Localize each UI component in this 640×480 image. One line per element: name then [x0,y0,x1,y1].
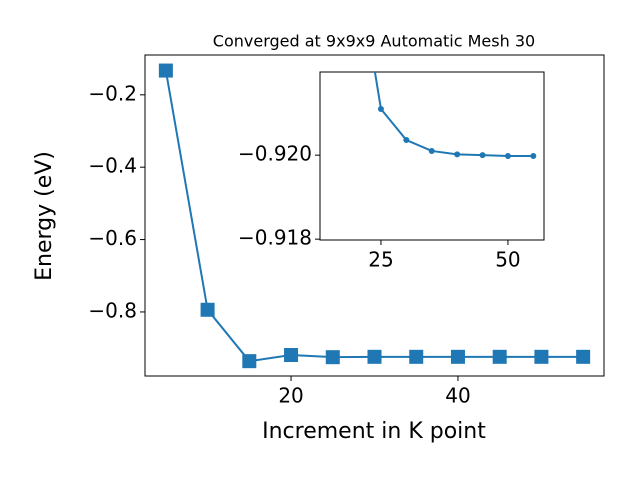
y-axis-label: Energy (eV) [32,151,57,281]
y-tick-label: −0.2 [88,81,137,105]
marker [534,349,549,364]
y-tick-label: −0.6 [88,226,137,250]
marker [504,153,511,159]
marker [428,147,435,154]
marker [158,63,173,78]
x-tick-label: 50 [495,248,520,272]
x-tick-label: 20 [278,384,303,408]
x-axis-label: Increment in K point [262,419,486,444]
x-tick-label: 40 [445,384,470,408]
marker [242,354,257,369]
x-tick-label: 25 [368,248,393,272]
marker [367,349,382,364]
marker [377,105,384,112]
line [373,72,534,157]
marker [325,350,340,365]
y-tick-label: −0.918 [238,226,312,250]
marker [409,349,424,364]
chart-title: Converged at 9x9x9 Automatic Mesh 30 [213,32,535,51]
plot-area [158,63,591,369]
y-tick-label: −0.920 [238,142,312,166]
marker [576,349,591,364]
marker [492,349,507,364]
marker [479,152,486,159]
y-tick-label: −0.4 [88,154,137,178]
marker [454,151,461,158]
marker [200,302,215,317]
plot-area [373,72,537,159]
marker [403,137,410,144]
y-tick-label: −0.8 [88,298,137,322]
marker [450,349,465,364]
marker [530,153,537,159]
marker [284,348,299,363]
